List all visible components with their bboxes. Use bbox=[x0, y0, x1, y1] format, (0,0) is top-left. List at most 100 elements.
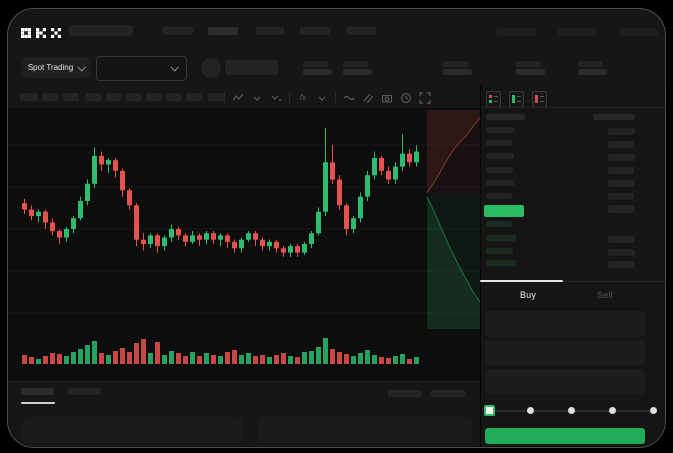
bottom-action-placeholder[interactable] bbox=[388, 390, 421, 397]
tabs-divider bbox=[481, 281, 665, 282]
ticker-stat-placeholder bbox=[343, 61, 368, 67]
interval-button-placeholder[interactable] bbox=[42, 93, 58, 101]
divider bbox=[289, 92, 290, 103]
ticker-stat-placeholder bbox=[578, 61, 603, 67]
last-price-highlight bbox=[484, 205, 524, 217]
table-placeholder bbox=[257, 417, 472, 443]
interval-button-placeholder[interactable] bbox=[126, 93, 141, 101]
orderbook-divider bbox=[481, 107, 665, 108]
nav-item-placeholder[interactable] bbox=[208, 27, 238, 35]
slider-stop[interactable] bbox=[649, 407, 657, 414]
interval-button-placeholder[interactable] bbox=[63, 93, 79, 101]
nav-right-placeholder[interactable] bbox=[620, 28, 658, 36]
function-icon[interactable]: fx bbox=[299, 93, 307, 102]
camera-icon[interactable] bbox=[381, 92, 393, 104]
wave-icon[interactable] bbox=[343, 92, 355, 104]
active-tab-indicator bbox=[480, 280, 563, 282]
tab-buy[interactable]: Buy bbox=[519, 290, 537, 300]
amount-slider[interactable] bbox=[480, 401, 665, 421]
chart-toolbar: fx bbox=[224, 91, 431, 104]
panel-divider bbox=[480, 85, 481, 447]
bottom-tabs-group bbox=[8, 9, 665, 447]
ticker-stat-placeholder bbox=[443, 69, 472, 75]
slider-handle[interactable] bbox=[483, 405, 495, 416]
bid-amount-placeholder bbox=[608, 249, 635, 256]
bids-amount-group bbox=[8, 9, 665, 447]
ticker-stat-placeholder bbox=[578, 69, 607, 75]
interval-button-placeholder[interactable] bbox=[166, 93, 181, 101]
nav-right-placeholder[interactable] bbox=[497, 28, 537, 36]
ticker-stat-placeholder bbox=[516, 69, 545, 75]
ticker-stat-placeholder bbox=[516, 61, 541, 67]
interval-button-placeholder[interactable] bbox=[20, 93, 38, 101]
tab-sell[interactable]: Sell bbox=[597, 290, 613, 300]
ask-amount-placeholder bbox=[608, 141, 634, 148]
ask-price-placeholder bbox=[486, 167, 513, 173]
ask-amount-placeholder bbox=[608, 180, 635, 187]
market-type-selector[interactable]: Spot Trading bbox=[22, 57, 90, 78]
fullscreen-icon[interactable] bbox=[419, 91, 431, 104]
candlestick-chart[interactable] bbox=[8, 108, 481, 381]
bid-price-placeholder bbox=[486, 248, 513, 254]
interval-button-placeholder[interactable] bbox=[106, 93, 121, 101]
order-input-placeholder[interactable] bbox=[485, 340, 645, 365]
chevron-dot-icon[interactable] bbox=[270, 92, 282, 104]
ticker-stat-placeholder bbox=[303, 69, 332, 75]
orderbook-header-placeholder bbox=[593, 114, 635, 120]
nav-right-placeholder[interactable] bbox=[558, 28, 598, 36]
nav-item-placeholder[interactable] bbox=[163, 27, 193, 35]
buy-submit-button[interactable] bbox=[485, 428, 645, 444]
chart-area bbox=[8, 108, 481, 381]
bottom-divider bbox=[8, 381, 480, 382]
ask-amount-placeholder bbox=[608, 167, 634, 174]
bottom-tab-placeholder[interactable] bbox=[68, 388, 101, 395]
bid-price-placeholder bbox=[486, 260, 516, 266]
table-placeholder bbox=[23, 417, 242, 443]
bottom-tab-placeholder[interactable] bbox=[21, 388, 54, 395]
bid-price-placeholder bbox=[486, 235, 516, 241]
interval-button-placeholder[interactable] bbox=[186, 93, 202, 101]
pair-selector-dropdown[interactable] bbox=[96, 56, 187, 81]
bid-amount-placeholder bbox=[608, 236, 635, 243]
ticker-stat-placeholder bbox=[443, 61, 468, 67]
ticker-stats-group bbox=[8, 9, 665, 447]
ask-amount-placeholder bbox=[608, 154, 635, 161]
indicators-zigzag-icon[interactable] bbox=[232, 92, 244, 104]
ask-price-placeholder bbox=[486, 127, 514, 133]
book-combined-icon[interactable] bbox=[486, 91, 501, 108]
nav-item-placeholder[interactable] bbox=[347, 27, 376, 35]
nav-item-placeholder[interactable] bbox=[300, 27, 330, 35]
asks-price-group bbox=[8, 9, 665, 447]
nav-item-placeholder[interactable] bbox=[256, 27, 284, 35]
asks-amount-group bbox=[8, 9, 665, 447]
book-asks-icon[interactable] bbox=[532, 91, 547, 108]
bid-amount-placeholder bbox=[608, 261, 635, 268]
slider-stop[interactable] bbox=[567, 407, 575, 414]
interval-button-placeholder[interactable] bbox=[85, 93, 101, 101]
chevron-down-icon[interactable] bbox=[251, 92, 263, 104]
interval-button-placeholder[interactable] bbox=[208, 93, 224, 101]
order-input-placeholder[interactable] bbox=[485, 311, 645, 337]
price-placeholder bbox=[225, 60, 278, 75]
bottom-tables-group bbox=[8, 9, 665, 447]
slider-stop[interactable] bbox=[608, 407, 616, 414]
market-type-label: Spot Trading bbox=[27, 63, 74, 72]
interval-button-placeholder[interactable] bbox=[146, 93, 162, 101]
ask-price-placeholder bbox=[486, 193, 512, 199]
okx-logo[interactable] bbox=[21, 25, 64, 38]
chevron-down-icon[interactable] bbox=[316, 92, 328, 104]
interval-buttons-group bbox=[8, 9, 665, 447]
ask-amount-placeholder bbox=[608, 193, 634, 200]
header-search-placeholder[interactable] bbox=[69, 25, 133, 36]
orderbook-header-group bbox=[8, 9, 665, 447]
order-input-placeholder[interactable] bbox=[485, 369, 645, 394]
ask-amount-placeholder bbox=[608, 128, 635, 135]
slider-stop[interactable] bbox=[526, 407, 534, 414]
divider bbox=[224, 92, 225, 103]
bid-price-placeholder bbox=[486, 221, 512, 227]
bottom-action-placeholder[interactable] bbox=[431, 390, 465, 397]
parallel-lines-icon[interactable] bbox=[362, 92, 374, 104]
top-nav-right-group bbox=[8, 9, 665, 447]
ticker-stat-placeholder bbox=[343, 69, 372, 75]
clock-icon[interactable] bbox=[400, 92, 412, 104]
